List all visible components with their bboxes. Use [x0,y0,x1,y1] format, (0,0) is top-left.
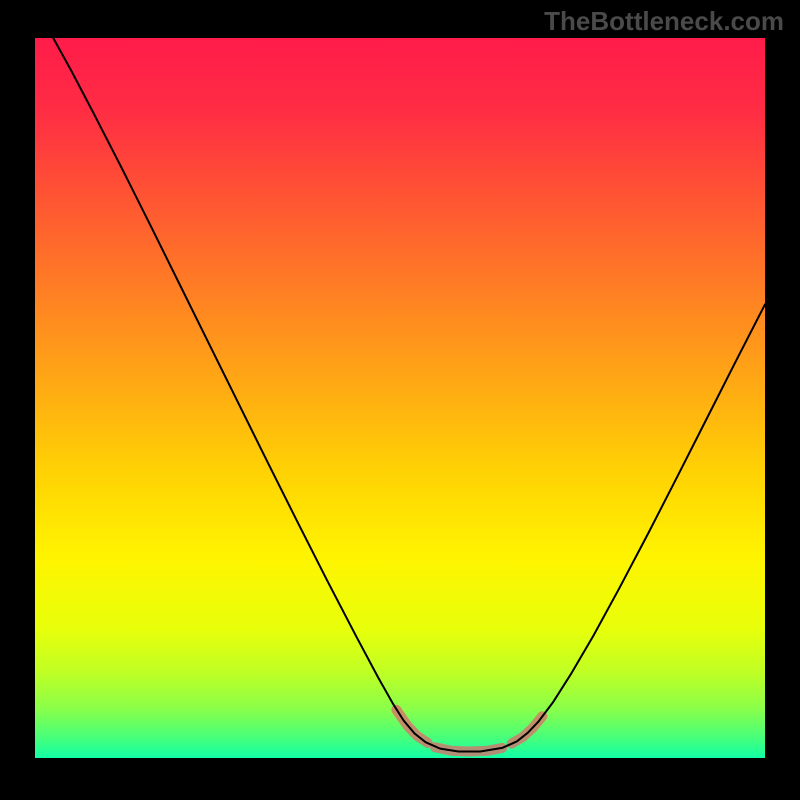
plot-svg [35,38,765,758]
chart-container: TheBottleneck.com [0,0,800,800]
watermark-text: TheBottleneck.com [544,6,784,37]
plot-area [35,38,765,758]
gradient-background [35,38,765,758]
